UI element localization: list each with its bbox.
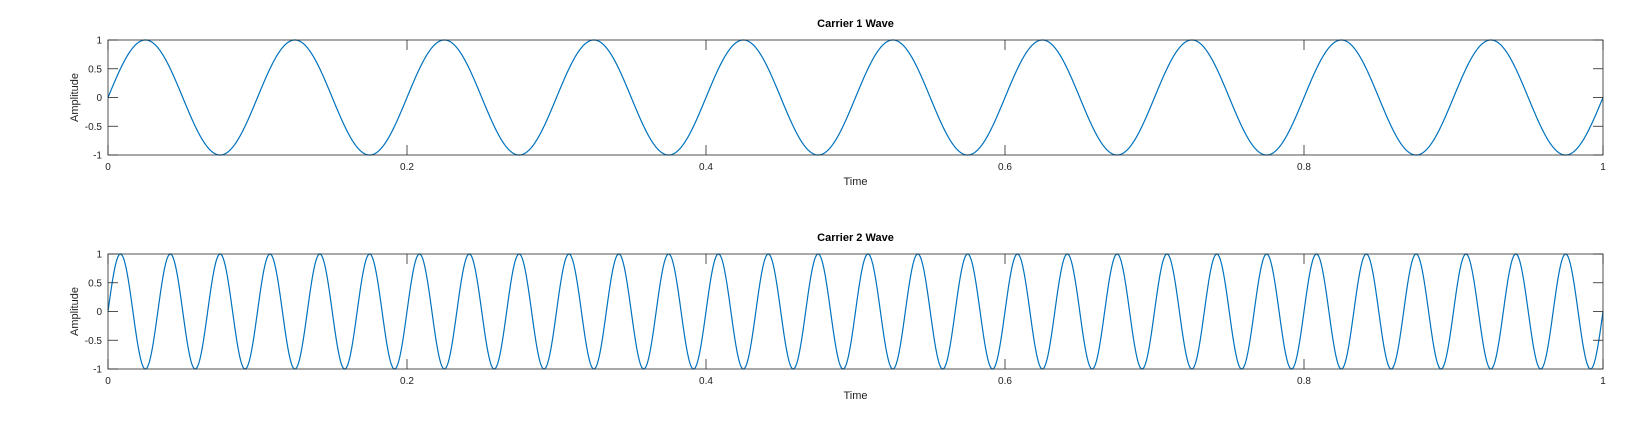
x-tick-label: 0.6 <box>998 162 1012 173</box>
y-tick-label: -1 <box>93 151 102 162</box>
y-tick-label: 1 <box>96 250 102 261</box>
y-tick-label: 0.5 <box>88 64 102 75</box>
y-tick-label: 0 <box>96 307 102 318</box>
chart-2: 0 0.2 0.4 0.6 0.8 1 -1 -0.5 0 0.5 1 Carrier 2 Wave T… <box>69 232 1606 402</box>
x-tick-label: 0.2 <box>400 162 414 173</box>
x-tick-label: 0 <box>105 376 111 387</box>
chart-title: Carrier 2 Wave <box>817 232 894 244</box>
x-axis-label: Time <box>843 390 867 402</box>
y-axis-label: Amplitude <box>69 287 81 336</box>
chart-title: Carrier 1 Wave <box>817 18 894 30</box>
x-tick-label: 0.6 <box>998 376 1012 387</box>
x-tick-label: 0.4 <box>699 162 713 173</box>
y-tick-label: -0.5 <box>85 122 103 133</box>
y-tick-label: -1 <box>93 365 102 376</box>
series-line <box>107 39 1604 156</box>
x-tick-label: 0.8 <box>1297 162 1311 173</box>
y-tick-label: -0.5 <box>85 336 103 347</box>
x-axis-label: Time <box>843 176 867 188</box>
x-tick-label: 0.4 <box>699 376 713 387</box>
x-tick-label: 0.8 <box>1297 376 1311 387</box>
chart-1: 0 0.2 0.4 0.6 0.8 1 -1 -0.5 0 0.5 1 Carrier 1 Wave T… <box>69 18 1606 188</box>
series-line <box>107 253 1604 370</box>
x-tick-label: 0 <box>105 162 111 173</box>
y-axis-label: Amplitude <box>69 73 81 122</box>
x-tick-label: 0.2 <box>400 376 414 387</box>
y-tick-label: 0 <box>96 93 102 104</box>
x-tick-label: 1 <box>1600 162 1606 173</box>
y-tick-label: 0.5 <box>88 278 102 289</box>
x-tick-label: 1 <box>1600 376 1606 387</box>
y-tick-label: 1 <box>96 36 102 47</box>
